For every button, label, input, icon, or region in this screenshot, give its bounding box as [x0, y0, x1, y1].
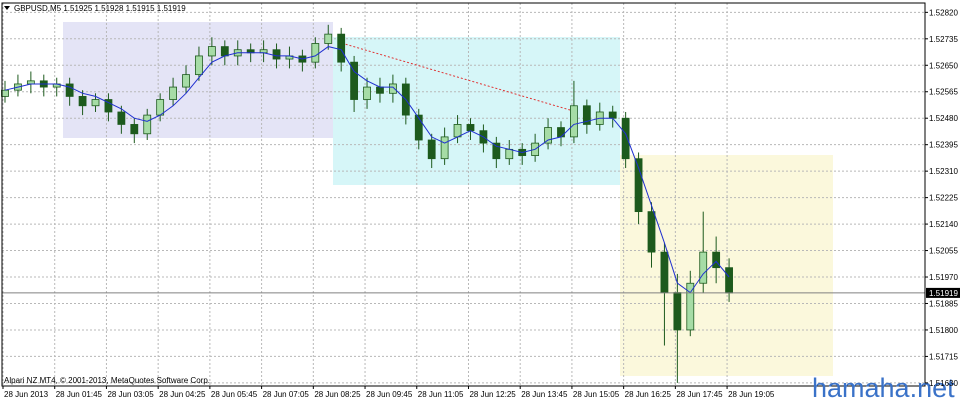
candle-body — [337, 33, 346, 63]
y-tick-label: 1.52140 — [929, 220, 958, 229]
y-tick-label: 1.52225 — [929, 194, 958, 203]
x-tick-label: 28 Jun 04:25 — [159, 390, 206, 399]
candle-body — [169, 86, 177, 100]
candle-body — [712, 251, 721, 269]
candle-body — [26, 80, 35, 85]
footer: Alpari NZ MT4, © 2001-2013, MetaQuotes S… — [4, 376, 210, 385]
candle-body — [1, 89, 9, 97]
y-tick-label: 1.52650 — [929, 61, 958, 70]
zone-lavender — [63, 22, 333, 138]
y-tick-label: 1.51630 — [929, 379, 958, 388]
candle-body — [673, 292, 682, 331]
candle-body — [182, 74, 190, 88]
candle-body — [634, 158, 643, 213]
candle-body — [699, 251, 708, 284]
candle-body — [686, 282, 695, 331]
candle-body — [466, 124, 475, 132]
candle-body — [104, 99, 113, 113]
x-tick-label: 28 Jun 11:05 — [418, 390, 464, 399]
candle-body — [207, 46, 216, 57]
y-tick-label: 1.51715 — [929, 352, 958, 361]
y-tick-label: 1.52565 — [929, 88, 958, 97]
candle-body — [557, 127, 565, 138]
candle-body — [570, 105, 578, 138]
candle-body — [91, 99, 100, 107]
x-tick-label: 28 Jun 16:25 — [625, 390, 672, 399]
last-price-label: 1.51919 — [929, 289, 958, 298]
y-tick-label: 1.51885 — [929, 299, 958, 308]
y-tick-label: 1.52480 — [929, 114, 958, 123]
candle-body — [440, 136, 449, 160]
candle-body — [350, 61, 359, 100]
candle-body — [505, 148, 514, 160]
x-tick-label: 28 Jun 19:05 — [728, 390, 775, 399]
candle-body — [647, 211, 656, 253]
candle-body — [143, 114, 152, 135]
candle-body — [427, 139, 436, 160]
y-tick-label: 1.52735 — [929, 35, 958, 44]
watermark: hamaha.net — [812, 373, 955, 402]
x-tick-label: 28 Jun 01:45 — [56, 390, 103, 399]
x-tick-label: 28 Jun 15:05 — [573, 390, 620, 399]
y-tick-label: 1.52310 — [929, 167, 958, 176]
x-tick-label: 28 Jun 03:05 — [107, 390, 154, 399]
x-tick-label: 28 Jun 08:25 — [314, 390, 361, 399]
x-tick-label: 28 Jun 2013 — [4, 390, 49, 399]
candle-body — [388, 83, 397, 94]
candle-body — [65, 83, 74, 97]
candle-body — [272, 49, 281, 60]
x-tick-label: 28 Jun 09:45 — [366, 390, 413, 399]
x-tick-label: 28 Jun 07:05 — [263, 390, 310, 399]
moving-average — [4, 46, 730, 294]
trend-line — [337, 41, 571, 111]
candle-body — [363, 86, 371, 100]
zone-yellow — [620, 155, 833, 376]
candle-body — [130, 124, 139, 135]
x-tick-label: 28 Jun 12:25 — [469, 390, 516, 399]
candle-body — [725, 267, 733, 294]
chart-title: GBPUSD,M5 1.51925 1.51928 1.51915 1.5191… — [14, 4, 186, 13]
candle-body — [220, 46, 229, 57]
y-tick-label: 1.52820 — [929, 8, 958, 17]
plot-frame — [1, 2, 926, 387]
y-tick-label: 1.52055 — [929, 247, 958, 256]
candle-body — [414, 114, 423, 141]
candle-body — [117, 111, 126, 125]
candle-body — [492, 142, 501, 160]
candle-body — [324, 33, 333, 44]
candle-body — [311, 43, 320, 63]
x-tick-label: 28 Jun 13:45 — [521, 390, 568, 399]
candle-body — [608, 111, 617, 119]
title-arrow — [4, 6, 10, 10]
candle-body — [453, 124, 462, 138]
candle-body — [544, 127, 552, 144]
candle-body — [582, 105, 591, 125]
candle-body — [78, 96, 87, 107]
candle-body — [376, 86, 384, 94]
y-tick-label: 1.52395 — [929, 141, 958, 150]
y-tick-label: 1.51970 — [929, 273, 958, 282]
y-tick-label: 1.51800 — [929, 326, 958, 335]
candle-body — [195, 55, 203, 76]
x-tick-label: 28 Jun 05:45 — [211, 390, 258, 399]
x-tick-label: 28 Jun 17:45 — [676, 390, 723, 399]
last-price-box — [926, 287, 960, 298]
candle-body — [621, 117, 630, 160]
candle-body — [660, 251, 669, 293]
